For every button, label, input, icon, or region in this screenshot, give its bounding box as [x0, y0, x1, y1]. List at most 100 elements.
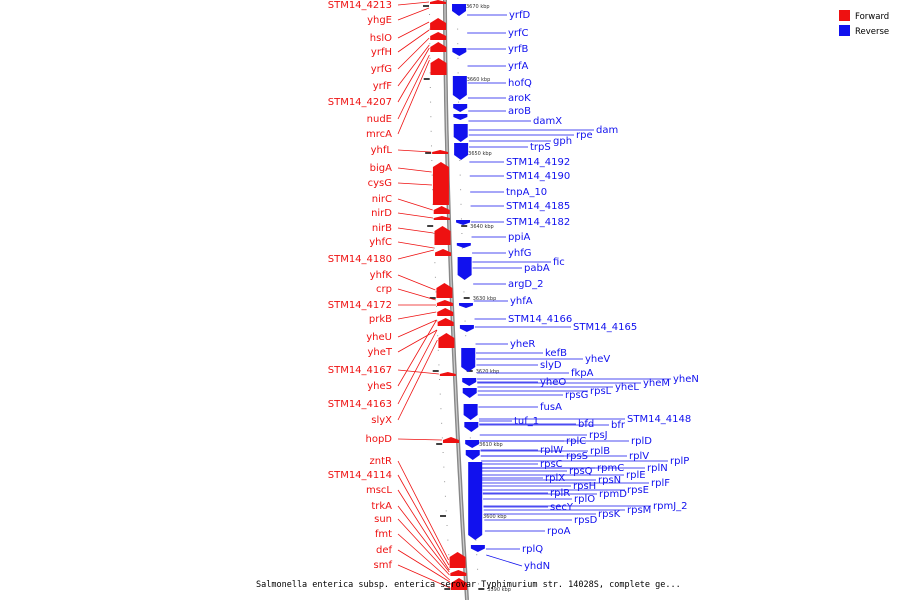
forward-gene-label: STM14_4180 — [328, 254, 392, 265]
forward-gene-block — [438, 333, 455, 348]
genome-backbone — [443, 0, 469, 600]
forward-gene-block — [430, 58, 447, 75]
reverse-gene-label: rplN — [647, 463, 668, 474]
forward-gene-label: prkB — [369, 314, 392, 325]
reverse-gene-label: rpmC — [597, 463, 624, 474]
forward-gene-block — [442, 437, 459, 443]
scale-minor-tick — [431, 160, 433, 161]
forward-gene-label: yheS — [367, 381, 392, 392]
reverse-gene-label: yheR — [510, 339, 535, 350]
forward-gene-label: cysG — [368, 178, 392, 189]
forward-gene-leader — [397, 329, 438, 405]
reverse-gene-label: trpS — [530, 142, 551, 153]
forward-gene-leader — [397, 167, 432, 173]
reverse-gene-label: rplV — [629, 451, 649, 462]
reverse-gene-block — [452, 4, 467, 16]
forward-gene-block — [432, 162, 449, 205]
forward-gene-label: yheT — [367, 347, 392, 358]
scale-minor-tick — [459, 174, 461, 176]
forward-gene-block — [430, 42, 447, 52]
forward-gene-leader — [397, 198, 433, 211]
reverse-gene-block — [458, 303, 473, 308]
forward-gene-label: zntR — [370, 456, 393, 467]
scale-minor-tick — [461, 233, 463, 234]
scale-minor-tick — [431, 174, 433, 176]
scale-minor-tick — [436, 320, 438, 322]
forward-gene-leader — [397, 149, 432, 153]
reverse-gene-label: yrfA — [508, 61, 529, 72]
forward-gene-label: hslO — [370, 33, 392, 44]
scale-minor-tick — [439, 393, 441, 395]
forward-gene-label: def — [376, 545, 393, 556]
scale-label: 3650 kbp — [468, 151, 492, 157]
scale-minor-tick — [444, 481, 446, 483]
reverse-gene-label: STM14_4165 — [573, 322, 637, 333]
scale-minor-tick — [434, 262, 436, 264]
reverse-gene-block — [452, 48, 467, 56]
scale-label: 3630 kbp — [473, 296, 497, 302]
forward-gene-label: nirB — [372, 223, 392, 234]
forward-gene-label: STM14_4213 — [328, 0, 392, 11]
scale-minor-tick — [429, 57, 431, 59]
map-caption: Salmonella enterica subsp. enterica sero… — [256, 580, 681, 590]
scale-minor-tick — [434, 276, 436, 278]
reverse-gene-label: STM14_4166 — [508, 314, 572, 325]
forward-gene-leader — [397, 319, 437, 338]
reverse-gene-block — [453, 104, 468, 112]
reverse-gene-label: rpsK — [598, 509, 621, 520]
scale-label: 3660 kbp — [467, 77, 491, 83]
scale-minor-tick — [460, 218, 462, 220]
forward-gene-label: nirC — [372, 194, 392, 205]
scale-label: 3640 kbp — [470, 224, 494, 230]
scale-minor-tick — [442, 452, 444, 453]
reverse-gene-label: rpoA — [547, 526, 571, 537]
scale-minor-tick — [449, 568, 451, 570]
reverse-gene-label: rplD — [631, 436, 652, 447]
forward-gene-leader — [397, 44, 430, 87]
scale-minor-tick — [429, 43, 431, 45]
reverse-gene-label: STM14_4185 — [506, 201, 570, 212]
scale-minor-tick — [443, 466, 445, 468]
reverse-gene-label: rpsL — [590, 386, 612, 397]
forward-gene-leader — [397, 474, 450, 566]
reverse-gene-label: yrfB — [508, 44, 529, 55]
reverse-gene-block — [464, 422, 479, 432]
reverse-gene-label: yheM — [643, 378, 670, 389]
reverse-gene-label: yheO — [540, 377, 566, 388]
forward-gene-label: fmt — [375, 529, 392, 540]
forward-gene-leader — [397, 1, 430, 6]
reverse-gene-label: ppiA — [508, 232, 530, 243]
reverse-gene-block — [453, 124, 468, 142]
reverse-gene-label: rpsH — [573, 481, 596, 492]
reverse-gene-label: kefB — [545, 348, 567, 359]
forward-gene-block — [434, 226, 451, 245]
reverse-gene-label: fkpA — [571, 368, 594, 379]
scale-minor-tick — [441, 437, 443, 439]
reverse-gene-label: rplC — [566, 436, 586, 447]
scale-minor-tick — [441, 422, 443, 424]
forward-gene-leader — [397, 241, 434, 249]
scale-minor-tick — [460, 189, 462, 191]
forward-gene-leader — [397, 7, 430, 21]
forward-gene-block — [437, 318, 454, 326]
reverse-gene-label: rplE — [626, 470, 646, 481]
forward-gene-label: yrfH — [371, 47, 392, 58]
forward-gene-block — [435, 249, 452, 256]
reverse-gene-label: STM14_4192 — [506, 157, 570, 168]
forward-gene-block — [449, 552, 466, 568]
forward-gene-label: STM14_4167 — [328, 365, 392, 376]
forward-gene-label: crp — [376, 284, 392, 295]
reverse-gene-label: tuf_1 — [514, 416, 539, 427]
scale-minor-tick — [463, 291, 465, 293]
scale-minor-tick — [469, 437, 471, 439]
reverse-gene-label: rpsD — [574, 515, 598, 526]
scale-minor-tick — [444, 495, 446, 497]
reverse-gene-block — [462, 378, 477, 386]
forward-gene-leader — [397, 249, 435, 260]
reverse-gene-label: yhfG — [508, 248, 532, 259]
reverse-gene-label: rplP — [670, 456, 689, 467]
reverse-gene-label: rpsJ — [589, 430, 608, 441]
reverse-gene-label: rpe — [576, 130, 593, 141]
scale-minor-tick — [457, 28, 459, 30]
